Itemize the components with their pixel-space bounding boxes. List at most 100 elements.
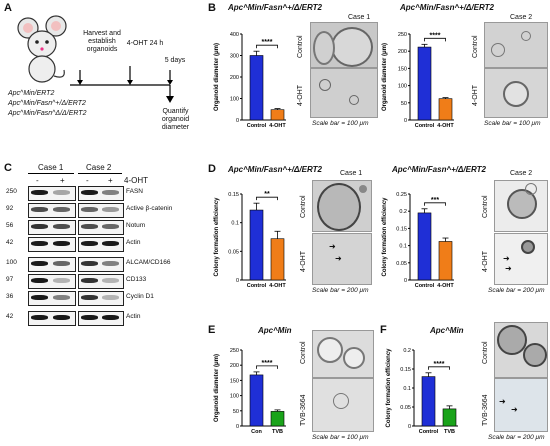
chart-b1: 0 100 200 300 400 Organoid diameter (μm) Contr… [214,32,286,129]
blot-row-case2 [78,274,124,289]
y-tick-label: 0.1 [231,221,239,227]
f-label-control: Control [482,341,489,364]
blot-row-case2 [78,257,124,272]
significance-stars: **** [434,361,445,368]
significance-bracket [256,44,278,49]
micrograph-b1-control [310,22,378,68]
y-tick-label: 0 [236,118,239,124]
blot-band [102,315,119,320]
panel-label-c: C [4,162,12,174]
blot-kda-label: 42 [6,313,14,320]
micrograph-d1-4oht: ➜ ➜ [312,233,372,285]
y-tick-label: 0.15 [400,367,411,373]
d-case-2: Case 2 [510,170,533,177]
y-tick-label: 0.15 [228,192,239,198]
bar-4-oht [438,98,453,121]
bar-4-oht [270,238,285,281]
c-plus-1: + [60,176,65,185]
panel-label-e: E [208,324,216,336]
blot-kda-label: 56 [6,222,14,229]
d1-label-4oht: 4-OHT [300,251,307,272]
micrograph-d1-control [312,180,372,232]
c-plus-2: + [108,176,113,185]
x-tick-label: 4-OHT [437,283,454,289]
c-case-2-line [78,173,122,174]
micrograph-f-control [494,322,548,378]
blot-row-case1 [28,257,76,272]
blot-band [53,315,70,320]
d-title-2: Apc^Min/Fasn^+/Δ/ERT2 [392,165,486,174]
c-minus-1: - [36,176,39,185]
chart-d2: 0 0.05 0.1 0.15 0.2 0.25 Colony formation effi… [382,192,454,289]
blot-row-case2 [78,220,124,235]
chart-b2: 0 50 100 150 200 250 Organoid diameter (μm) Con… [382,32,454,129]
blot-band [102,241,119,246]
blot-band [102,224,119,229]
panel-label-f: F [380,324,387,336]
x-tick-label: 4-OHT [437,123,454,129]
e-label-control: Control [300,341,307,364]
mouse-icon [17,15,67,83]
y-tick-label: 0.05 [396,261,407,267]
blot-protein-label: CD133 [126,276,147,283]
y-tick-label: 0.1 [403,386,411,392]
blot-band [53,278,70,283]
significance-bracket [256,365,278,369]
blot-row-case2 [78,186,124,201]
blot-band [53,295,70,300]
f-scalebar: Scale bar = 200 μm [488,434,545,441]
c-case-1: Case 1 [38,163,64,172]
blot-protein-label: Active β-catenin [126,205,173,212]
b2-scalebar: Scale bar = 100 μm [484,120,541,127]
bar-control [249,209,264,281]
blot-row-case1 [28,220,76,235]
blot-row-case2 [78,311,124,326]
significance-stars: ** [264,191,270,198]
y-tick-label: 100 [230,97,239,103]
b2-label-4oht: 4-OHT [472,85,479,106]
y-tick-label: 0 [404,278,407,284]
y-tick-label: 150 [398,66,407,72]
y-axis-label: Colony formation efficiency [386,348,392,428]
blot-band [31,295,48,300]
y-tick-label: 250 [398,32,407,38]
blot-band [53,241,70,246]
x-tick-label: 4-OHT [269,283,286,289]
y-tick-label: 0.15 [396,226,407,232]
step-harvest: Harvest and establish organoids [83,30,121,53]
y-tick-label: 50 [233,409,239,415]
b-title-2: Apc^Min/Fasn^+/Δ/ERT2 [400,3,494,12]
x-tick-label: Con [251,429,262,435]
blot-band [53,261,70,266]
micrograph-b1-4oht [310,68,378,118]
y-tick-label: 0 [404,118,407,124]
blot-kda-label: 92 [6,205,14,212]
panel-label-a: A [4,2,12,14]
x-tick-label: TVB [444,429,455,435]
d1-scalebar: Scale bar = 200 μm [312,287,369,294]
blot-band [81,190,98,195]
significance-bracket [424,202,446,206]
y-axis-label: Organoid diameter (μm) [214,354,220,422]
y-tick-label: 100 [398,84,407,90]
blot-band [102,207,119,212]
b1-label-4oht: 4-OHT [297,85,304,106]
y-tick-label: 0 [408,424,411,430]
d-title-1: Apc^Min/Fasn^+/Δ/ERT2 [228,165,322,174]
blot-band [31,315,48,320]
y-axis-label: Organoid diameter (μm) [382,43,388,111]
y-tick-label: 100 [230,394,239,400]
b-title-1: Apc^Min/Fasn^+/Δ/ERT2 [228,3,322,12]
blot-kda-label: 97 [6,276,14,283]
bar-control [417,46,432,121]
blot-protein-label: Notum [126,222,146,229]
blot-row-case2 [78,237,124,252]
x-tick-label: Control [415,123,435,129]
d2-scalebar: Scale bar = 200 μm [488,287,545,294]
e-label-tvb: TVB-3664 [300,394,307,426]
micrograph-b2-control [484,22,548,68]
significance-stars: **** [430,32,441,39]
y-axis-label: Colony formation efficiency [214,197,220,277]
bar-con [249,374,264,427]
